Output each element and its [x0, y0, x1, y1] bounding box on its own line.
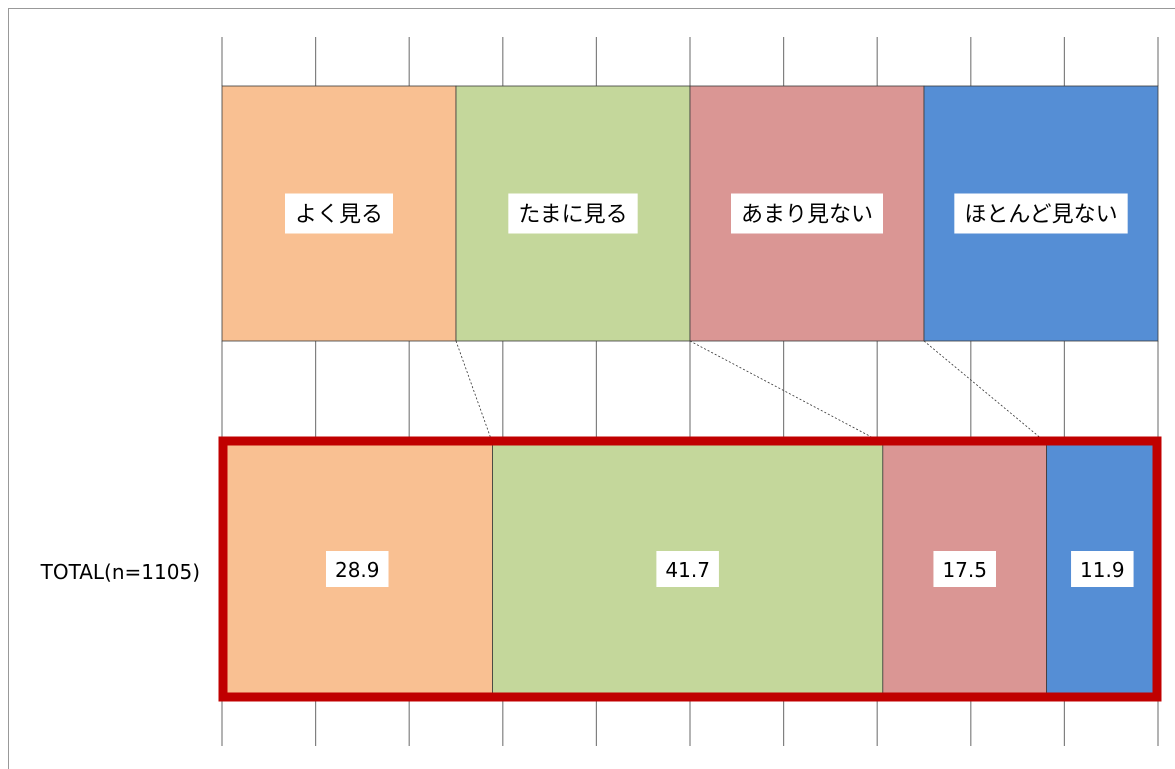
data-label: 41.7 — [665, 558, 710, 582]
data-label: 28.9 — [335, 558, 380, 582]
data-label-box — [656, 551, 719, 587]
legend-label-box — [954, 193, 1128, 234]
data-label: 17.5 — [942, 558, 987, 582]
legend-label: よく見る — [295, 203, 383, 228]
data-label-box — [1071, 551, 1134, 587]
legend-connectors — [455, 340, 1047, 444]
legend-label: あまり見ない — [741, 203, 873, 228]
connector-line — [455, 340, 493, 444]
legend: よく見る たまに見る あまり見ない ほとんど見ない — [221, 85, 1159, 342]
category-label: TOTAL(n=1105) — [40, 560, 200, 584]
legend-label-box — [284, 193, 394, 234]
connector-line — [923, 340, 1047, 444]
connector-line — [689, 340, 884, 444]
data-labels: 28.9 41.7 17.5 11.9 — [325, 551, 1134, 587]
legend-label: ほとんど見ない — [964, 203, 1117, 228]
data-label-box — [933, 551, 996, 587]
legend-label-box — [508, 193, 638, 234]
highlight — [218, 436, 1162, 702]
chart-frame — [8, 8, 1175, 769]
highlight-frame — [218, 436, 1162, 702]
data-label: 11.9 — [1080, 558, 1125, 582]
legend-label-box — [730, 193, 884, 234]
data-label-box — [325, 551, 389, 587]
gridlines — [221, 37, 1159, 746]
legend-label: たまに見る — [518, 203, 627, 228]
